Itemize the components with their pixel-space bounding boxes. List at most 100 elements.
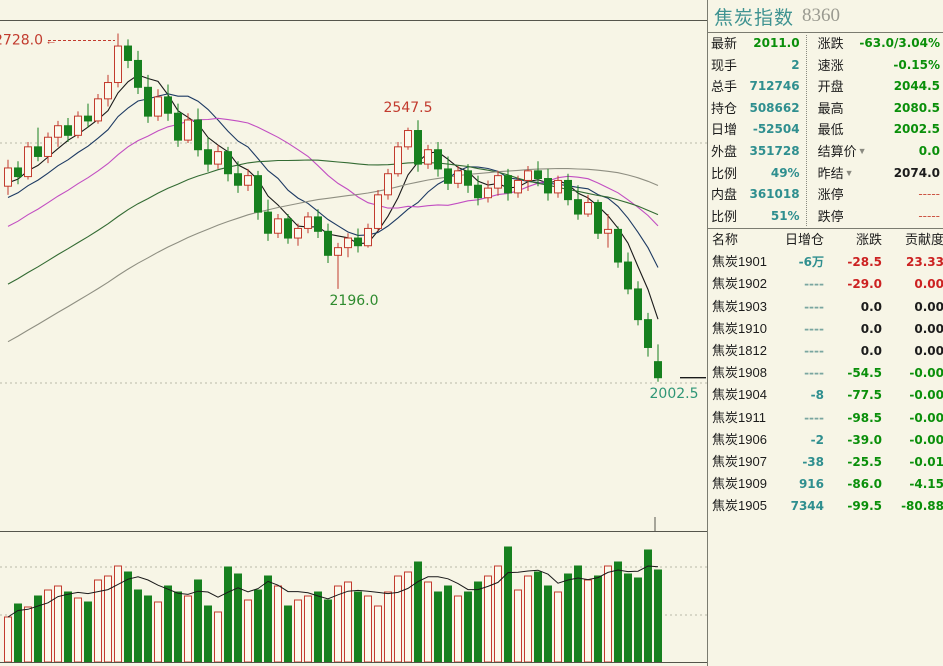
volume-bar — [354, 591, 362, 663]
quote-cell-开盘: 开盘 2044.5 — [806, 76, 943, 98]
quote-label: 速涨 — [817, 57, 844, 73]
table-header-0[interactable]: 名称 — [712, 232, 739, 247]
contract-name: 焦炭1906 — [712, 431, 767, 447]
quote-row: 内盘 361018 涨停 ----- — [708, 184, 943, 206]
volume-bar — [314, 591, 322, 663]
candle-body — [454, 170, 462, 184]
contract-name: 焦炭1901 — [712, 254, 767, 270]
contract-row-焦炭1910[interactable]: 焦炭1910 ---- 0.0 0.00 — [708, 318, 943, 340]
instrument-title[interactable]: 焦炭指数 8360 — [708, 0, 943, 33]
volume-bar — [234, 573, 242, 663]
table-header-1[interactable]: 日增仓 — [784, 232, 824, 247]
contract-table: 名称 日增仓 涨跌 贡献度焦炭1901 -6万 -28.5 23.33 焦炭1902 ---- -… — [708, 229, 943, 517]
volume-bar — [404, 571, 412, 663]
table-header-2[interactable]: 涨跌 — [855, 232, 882, 247]
contract-name: 焦炭1903 — [712, 298, 767, 314]
candle-body — [224, 151, 232, 175]
contract-change: -54.5 — [847, 366, 882, 381]
quote-cell-最低: 最低 2002.5 — [806, 119, 943, 141]
contract-row-焦炭1902[interactable]: 焦炭1902 ---- -29.0 0.00 — [708, 273, 943, 295]
volume-bar — [414, 561, 422, 663]
contract-row-焦炭1911[interactable]: 焦炭1911 ---- -98.5 -0.00 — [708, 407, 943, 429]
volume-bar — [184, 595, 192, 663]
contract-name: 焦炭1905 — [712, 498, 767, 514]
contract-row-焦炭1905[interactable]: 焦炭1905 7344 -99.5 -80.88 — [708, 495, 943, 517]
volume-chart[interactable] — [0, 531, 707, 666]
quote-cell-结算价[interactable]: 结算价 ▼ 0.0 — [806, 141, 943, 163]
volume-bar — [364, 595, 372, 663]
contract-row-焦炭1904[interactable]: 焦炭1904 -8 -77.5 -0.00 — [708, 384, 943, 406]
candle-body — [194, 119, 202, 151]
quote-label: 昨结 — [817, 165, 844, 181]
volume-bar — [164, 585, 172, 663]
quote-cell-昨结[interactable]: 昨结 ▼ 2074.0 — [806, 163, 943, 185]
candle-body — [584, 202, 592, 215]
quote-row: 总手 712746 开盘 2044.5 — [708, 76, 943, 98]
volume-bar — [294, 599, 302, 663]
quote-label: 涨跌 — [817, 36, 844, 51]
candle-body — [494, 175, 502, 189]
contract-change: -39.0 — [847, 432, 882, 447]
quote-label: 结算价 — [817, 143, 857, 159]
contract-row-焦炭1903[interactable]: 焦炭1903 ---- 0.0 0.00 — [708, 296, 943, 318]
table-header-3[interactable]: 贡献度 — [904, 232, 943, 247]
price-chart[interactable]: 2728.0← 2547.5 2196.0 2002.5 — [0, 0, 707, 531]
volume-bar — [114, 565, 122, 663]
candle-body — [434, 149, 442, 170]
ma-line-ma60 — [7, 167, 659, 343]
candle-body — [614, 228, 622, 263]
quote-value: 2080.5 — [893, 100, 940, 115]
candle-body — [464, 170, 472, 186]
quote-value: 508662 — [749, 100, 800, 115]
contract-contribution: -0.00 — [909, 432, 943, 447]
quote-value: -0.15% — [893, 57, 940, 72]
candle-body — [414, 130, 422, 165]
candle-body — [514, 179, 522, 194]
volume-bar — [344, 581, 352, 663]
quote-label: 现手 — [711, 57, 738, 73]
candle-body — [254, 175, 262, 213]
contract-open-interest-change: ---- — [804, 366, 824, 381]
volume-bar — [214, 611, 222, 663]
quote-cell-跌停: 跌停 ----- — [806, 206, 943, 228]
contract-open-interest-change: 7344 — [790, 499, 824, 514]
quote-cell-速涨: 速涨 -0.15% — [806, 55, 943, 77]
contract-row-焦炭1907[interactable]: 焦炭1907 -38 -25.5 -0.01 — [708, 451, 943, 473]
volume-bar — [594, 575, 602, 663]
candle-body — [564, 179, 572, 201]
volume-bar — [434, 591, 442, 663]
candle-body — [34, 146, 42, 157]
quote-label: 持仓 — [711, 100, 738, 116]
quote-row: 比例 49% 昨结 ▼ 2074.0 — [708, 163, 943, 185]
volume-bar — [54, 585, 62, 663]
candle-body — [24, 146, 32, 178]
contract-name: 焦炭1908 — [712, 365, 767, 381]
contract-name: 焦炭1910 — [712, 320, 767, 336]
volume-bar — [514, 589, 522, 663]
contract-row-焦炭1908[interactable]: 焦炭1908 ---- -54.5 -0.00 — [708, 362, 943, 384]
annotation-arrow-head: ← — [45, 34, 57, 48]
chart-area[interactable]: 2728.0← 2547.5 2196.0 2002.5 — [0, 0, 707, 666]
quote-label: 比例 — [711, 165, 738, 181]
quote-label: 涨停 — [817, 187, 844, 203]
contract-row-焦炭1906[interactable]: 焦炭1906 -2 -39.0 -0.00 — [708, 429, 943, 451]
contract-row-焦炭1812[interactable]: 焦炭1812 ---- 0.0 0.00 — [708, 340, 943, 362]
candle-body — [84, 115, 92, 122]
candle-body — [234, 173, 242, 186]
contract-row-焦炭1909[interactable]: 焦炭1909 916 -86.0 -4.15 — [708, 473, 943, 495]
contract-name: 焦炭1907 — [712, 453, 767, 469]
dropdown-arrow-icon[interactable]: ▼ — [857, 145, 867, 156]
contract-contribution: -0.00 — [909, 388, 943, 403]
quote-label: 开盘 — [817, 79, 844, 95]
contract-row-焦炭1901[interactable]: 焦炭1901 -6万 -28.5 23.33 — [708, 251, 943, 273]
volume-bar — [474, 581, 482, 663]
price-annotation: 2728.0 — [0, 33, 43, 49]
candle-body — [44, 136, 52, 157]
quote-row: 现手 2 速涨 -0.15% — [708, 55, 943, 77]
quote-value: -63.0/3.04% — [859, 36, 940, 50]
volume-bar — [584, 579, 592, 663]
contract-contribution: 0.00 — [914, 299, 943, 314]
dropdown-arrow-icon[interactable]: ▼ — [844, 167, 854, 178]
volume-bar — [574, 565, 582, 663]
contract-contribution: -0.00 — [909, 366, 943, 381]
